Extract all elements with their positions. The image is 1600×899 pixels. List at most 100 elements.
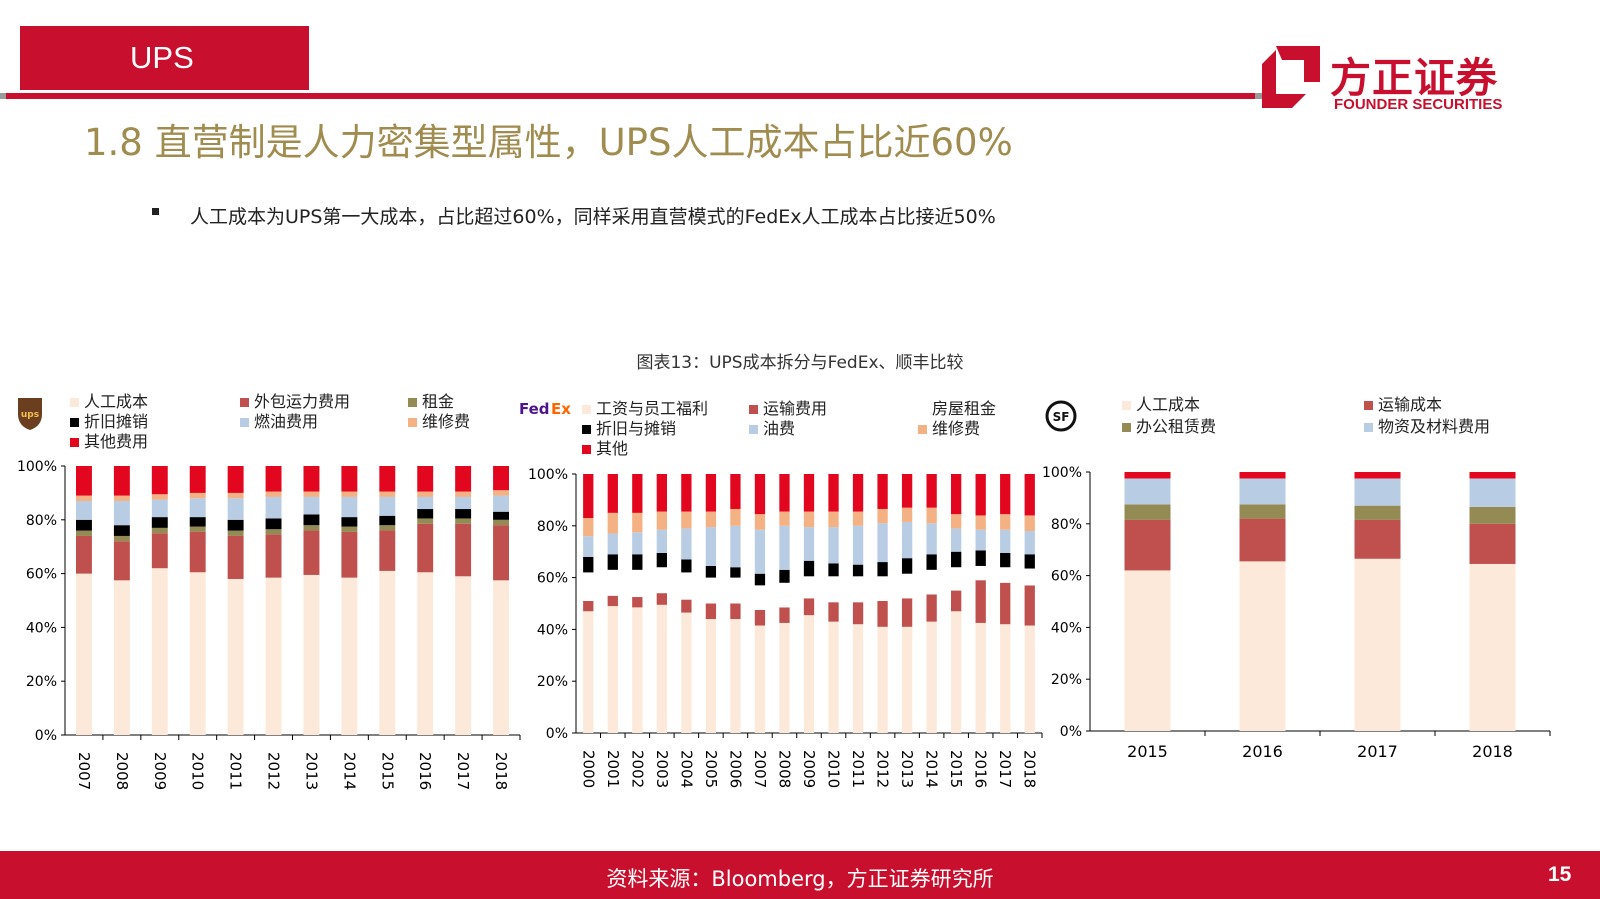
fedex-bar-segment	[583, 600, 594, 612]
sf-legend-label: 办公租赁费	[1136, 417, 1216, 436]
header-rule-end	[1255, 93, 1263, 99]
fedex-bar-segment	[852, 602, 864, 625]
fedex-bar-segment	[828, 527, 839, 564]
fedex-bar-segment	[632, 607, 643, 733]
ups-bar-segment	[303, 525, 320, 531]
ups-bar-segment	[189, 526, 206, 532]
fedex-bar-segment	[926, 554, 937, 570]
fedex-bar-segment	[975, 550, 986, 566]
ups-bar-segment	[227, 466, 244, 493]
sf-y-tick-label: 80%	[1051, 517, 1082, 533]
fedex-bar-segment	[926, 569, 937, 595]
fedex-bar-segment	[730, 567, 741, 578]
fedex-bar-segment	[877, 562, 888, 577]
sf-bar-segment	[1469, 523, 1516, 564]
ups-bar-segment	[75, 466, 92, 496]
ups-bar-segment	[113, 525, 130, 536]
fedex-bar-segment	[828, 621, 839, 733]
footer-source: 资料来源：Bloomberg，方正证券研究所	[606, 867, 994, 891]
ups-x-tick-label: 2018	[492, 752, 510, 790]
ups-bar-segment	[227, 535, 244, 579]
fedex-bar-segment	[803, 511, 815, 528]
ups-bar-segment	[151, 527, 168, 534]
ups-legend-swatch	[408, 398, 417, 407]
fedex-bar-segment	[656, 511, 667, 530]
ups-bar-segment	[113, 541, 130, 581]
fedex-bar-segment	[852, 624, 864, 733]
fedex-bar-segment	[583, 474, 594, 519]
ups-bar-segment	[265, 496, 282, 519]
fedex-bar-segment	[730, 525, 741, 568]
fedex-y-tick-label: 100%	[528, 467, 568, 483]
fedex-bar-segment	[975, 622, 986, 733]
ups-bar-segment	[417, 523, 434, 573]
fedex-bar-segment	[951, 514, 962, 529]
fedex-bar-segment	[852, 474, 864, 512]
ups-bar-segment	[75, 535, 92, 574]
fedex-bar-segment	[901, 474, 913, 508]
sf-bar-segment	[1469, 472, 1516, 479]
fedex-bar-segment	[852, 564, 864, 577]
fedex-bar-segment	[901, 573, 913, 599]
sf-y-tick-label: 60%	[1051, 569, 1082, 585]
fedex-bar-segment	[730, 508, 741, 526]
fedex-bar-segment	[951, 474, 962, 515]
ups-legend-label: 燃油费用	[254, 412, 318, 431]
section-tag: UPS	[20, 26, 309, 90]
fedex-x-tick-label: 2018	[1021, 750, 1039, 788]
fedex-bar-segment	[803, 598, 815, 616]
ups-bar-segment	[265, 534, 282, 578]
ups-y-tick-label: 20%	[26, 674, 57, 690]
ups-bar-segment	[151, 533, 168, 569]
sf-legend-swatch	[1364, 423, 1373, 432]
fedex-bar-segment	[632, 512, 643, 533]
sf-legend-label: 运输成本	[1378, 395, 1442, 414]
ups-bar-segment	[303, 491, 320, 497]
sf-bar-segment	[1239, 504, 1286, 519]
fedex-bar-segment	[803, 527, 815, 561]
fedex-y-tick-label: 40%	[537, 622, 568, 638]
fedex-bar-segment	[803, 474, 815, 512]
fedex-bar-segment	[681, 572, 692, 600]
fedex-bar-segment	[705, 603, 717, 620]
sf-bar-segment	[1124, 472, 1171, 479]
page-number: 15	[1548, 863, 1572, 886]
fedex-bar-segment	[926, 474, 937, 508]
ups-bar-segment	[341, 526, 358, 532]
fedex-bar-segment	[852, 511, 864, 526]
page-title: 1.8 直营制是人力密集型属性，UPS人工成本占比近60%	[84, 121, 1013, 164]
ups-bar-segment	[113, 466, 130, 496]
fedex-bar-segment	[754, 529, 766, 574]
ups-legend-label: 维修费	[422, 412, 470, 431]
fedex-bar-segment	[1024, 585, 1035, 626]
fedex-bar-segment	[681, 559, 692, 573]
fedex-y-tick-label: 80%	[537, 519, 568, 535]
fedex-bar-segment	[632, 597, 643, 608]
ups-bar-segment	[455, 496, 472, 510]
fedex-bar-segment	[656, 529, 667, 553]
fedex-bar-segment	[583, 556, 594, 573]
fedex-bar-segment	[583, 518, 594, 537]
fedex-legend-swatch	[582, 425, 591, 434]
fedex-legend-label: 油费	[763, 419, 795, 438]
ups-x-tick-label: 2011	[227, 752, 245, 790]
ups-bar-segment	[151, 494, 168, 500]
fedex-x-tick-label: 2014	[923, 750, 941, 788]
sf-bar-segment	[1354, 519, 1401, 559]
sf-chart: 0% 20% 40% 60% 80% 100% 2015 2016 2017 2018 人工成本 运输…	[1042, 395, 1551, 761]
ups-bar-segment	[303, 530, 320, 575]
fedex-bar-segment	[975, 474, 986, 516]
bullet-text: 人工成本为UPS第一大成本，占比超过60%，同样采用直营模式的FedEx人工成本…	[190, 206, 996, 228]
fedex-bar-segment	[1000, 582, 1011, 625]
fedex-bar-segment	[730, 577, 741, 604]
footer-bar	[0, 851, 1600, 899]
sf-bar-segment	[1124, 519, 1171, 571]
fedex-bar-segment	[779, 569, 790, 583]
fedex-bar-segment	[681, 528, 692, 560]
fedex-bar-segment	[607, 512, 618, 534]
fedex-bar-segment	[901, 521, 913, 559]
fedex-bar-segment	[779, 622, 790, 733]
sf-bar-segment	[1469, 478, 1516, 507]
fedex-bar-segment	[877, 626, 888, 733]
ups-bar-segment	[75, 495, 92, 501]
